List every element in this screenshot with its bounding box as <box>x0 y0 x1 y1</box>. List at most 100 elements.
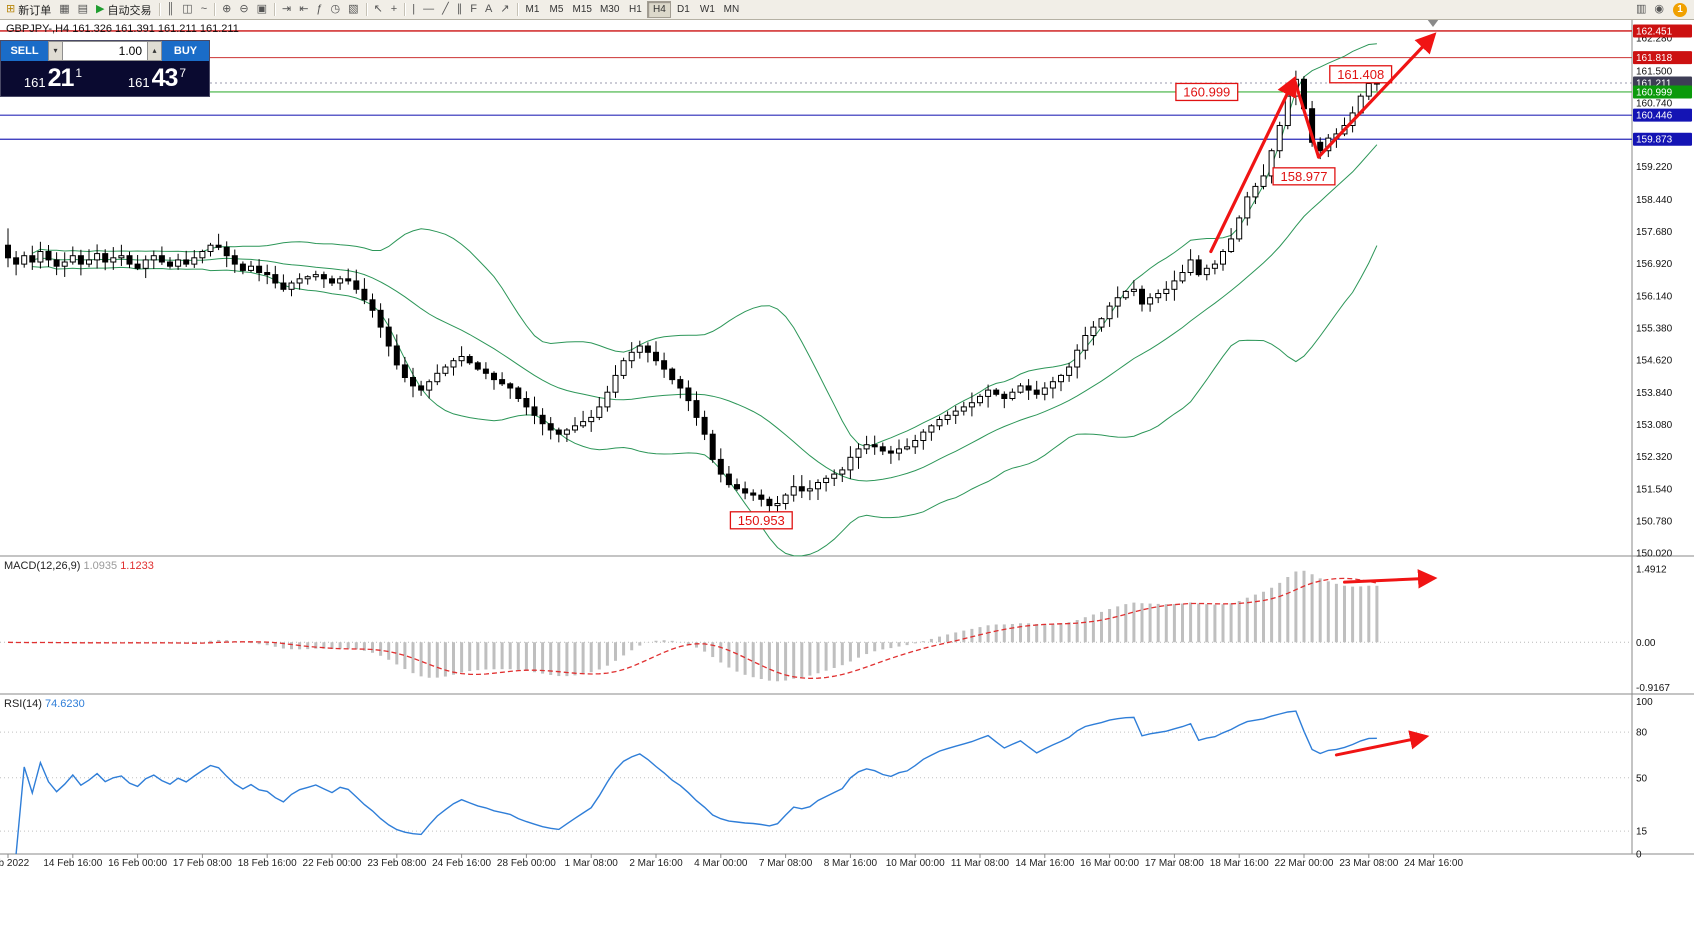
candle <box>1252 185 1259 198</box>
timeframe-d1-button[interactable]: D1 <box>671 1 695 18</box>
text-label-button[interactable]: A <box>481 1 496 18</box>
notification-badge[interactable]: 1 <box>1673 2 1687 17</box>
candle <box>1276 125 1283 152</box>
price-marker-159.873 <box>1633 132 1692 146</box>
annotation-box-161.408[interactable] <box>1329 65 1393 84</box>
chart-shift-button[interactable]: ⇤ <box>295 1 312 18</box>
timeframe-m30-button[interactable]: M30 <box>596 1 623 18</box>
annotation-box-160.999[interactable] <box>1175 82 1239 102</box>
alerts-button[interactable]: ◉ <box>1650 1 1668 18</box>
candle <box>231 255 238 265</box>
crosshair-button[interactable]: + <box>387 1 401 18</box>
trendline-button[interactable]: ╱ <box>438 1 453 18</box>
candle <box>515 387 522 400</box>
candle <box>434 372 441 383</box>
buy-price[interactable]: 161 43 7 <box>105 61 209 96</box>
price-axis-label: 158.440 <box>1636 195 1673 206</box>
market-watch-button[interactable]: ▥ <box>1632 1 1650 18</box>
candle <box>474 362 481 370</box>
timeframe-w1-button[interactable]: W1 <box>695 1 719 18</box>
autotrading-label: 自动交易 <box>107 4 152 17</box>
timeframe-m1-button[interactable]: M1 <box>521 1 545 18</box>
rsi-indicator-label: RSI(14) 74.6230 <box>4 698 85 710</box>
candlestick-icon: ◫ <box>182 3 193 15</box>
bollinger-upper-band <box>32 43 1377 448</box>
time-axis-label: 18 Feb 16:00 <box>238 858 297 869</box>
chart-shift-marker[interactable] <box>1427 19 1439 27</box>
time-axis-label: 10 Mar 00:00 <box>886 858 945 869</box>
zoom-out-icon: ⊖ <box>239 3 249 15</box>
candle <box>709 433 716 460</box>
timeframe-m5-button[interactable]: M5 <box>545 1 569 18</box>
autotrading-button[interactable]: ▶ 自动交易 <box>92 1 155 18</box>
annotation-box-158.977[interactable] <box>1272 167 1336 186</box>
fibonacci-button[interactable]: F <box>466 1 481 18</box>
profiles-button[interactable]: ▤ <box>74 1 92 18</box>
candle <box>150 255 157 261</box>
volume-down-button[interactable]: ▾ <box>48 41 63 61</box>
trend-arrow-2[interactable] <box>1292 77 1321 159</box>
bar-chart-mode-button[interactable]: ║ <box>163 1 179 18</box>
candlestick-mode-button[interactable]: ◫ <box>178 1 196 18</box>
volume-input[interactable]: 1.00 <box>63 41 147 61</box>
price-axis-label: 161.500 <box>1636 66 1673 77</box>
trend-arrow-1[interactable] <box>1209 75 1297 254</box>
cursor-button[interactable]: ↖ <box>370 1 387 18</box>
new-order-button[interactable]: ⊞ 新订单 <box>2 1 55 18</box>
candle <box>21 255 28 265</box>
price-marker-label: 162.451 <box>1636 26 1673 37</box>
vertical-line-button[interactable]: | <box>408 1 419 18</box>
timeframe-m15-button[interactable]: M15 <box>569 1 596 18</box>
annotation-label-150.953: 150.953 <box>738 513 785 528</box>
candle <box>86 259 92 265</box>
candle <box>912 440 919 448</box>
zoom-out-button[interactable]: ⊖ <box>235 1 252 18</box>
chart-window-button[interactable]: ▦ <box>55 1 73 18</box>
rsi-trend-arrow[interactable] <box>1334 730 1430 757</box>
candle <box>636 345 643 353</box>
chart-window-icon: ▦ <box>59 3 70 15</box>
zoom-in-button[interactable]: ⊕ <box>218 1 235 18</box>
candle <box>1260 175 1267 187</box>
annotation-box-150.953[interactable] <box>729 511 793 530</box>
price-marker-160.446 <box>1633 108 1692 122</box>
timeframe-h4-button[interactable]: H4 <box>647 1 672 18</box>
price-marker-label: 161.818 <box>1636 53 1673 64</box>
buy-button[interactable]: BUY <box>162 41 209 61</box>
candle <box>847 456 854 471</box>
templates-button[interactable]: ▧ <box>344 1 362 18</box>
equidistant-channel-button[interactable]: ∥ <box>453 1 467 18</box>
price-axis-label: 152.320 <box>1636 452 1673 463</box>
candle <box>936 419 943 427</box>
candle <box>183 259 190 265</box>
periods-button[interactable]: ◷ <box>327 1 345 18</box>
sell-price-main: 161 <box>23 74 46 90</box>
buy-price-sup: 7 <box>179 66 187 80</box>
line-chart-mode-button[interactable]: ~ <box>197 1 211 18</box>
sell-price[interactable]: 161 21 1 <box>1 61 105 96</box>
crosshair-icon: + <box>390 3 398 15</box>
macd-trend-arrow[interactable] <box>1343 569 1438 589</box>
auto-scroll-button[interactable]: ⇥ <box>278 1 295 18</box>
candle <box>337 278 344 284</box>
candle <box>1195 259 1202 276</box>
time-axis-label: 24 Mar 16:00 <box>1404 858 1463 869</box>
timeframe-mn-button[interactable]: MN <box>719 1 743 18</box>
candle <box>296 278 303 284</box>
horizontal-line-button[interactable]: — <box>419 1 438 18</box>
timeframe-h1-button[interactable]: H1 <box>623 1 647 18</box>
sell-button[interactable]: SELL <box>1 41 48 61</box>
time-axis-label: 17 Feb 08:00 <box>173 858 232 869</box>
volume-up-button[interactable]: ▴ <box>147 41 162 61</box>
trend-arrow-3[interactable] <box>1316 32 1437 159</box>
symbol-ohlc-label: GBPJPY-,H4 161.326 161.391 161.211 161.2… <box>6 23 239 35</box>
price-axis-label: 160.740 <box>1636 98 1673 109</box>
arrows-tool-button[interactable]: ↗ <box>496 1 513 18</box>
candle <box>798 486 805 492</box>
candle <box>53 259 60 267</box>
indicators-button[interactable]: ƒ <box>312 1 326 18</box>
tile-windows-button[interactable]: ▣ <box>253 1 271 18</box>
candle <box>661 360 668 370</box>
time-axis-label: 14 Feb 16:00 <box>43 858 102 869</box>
